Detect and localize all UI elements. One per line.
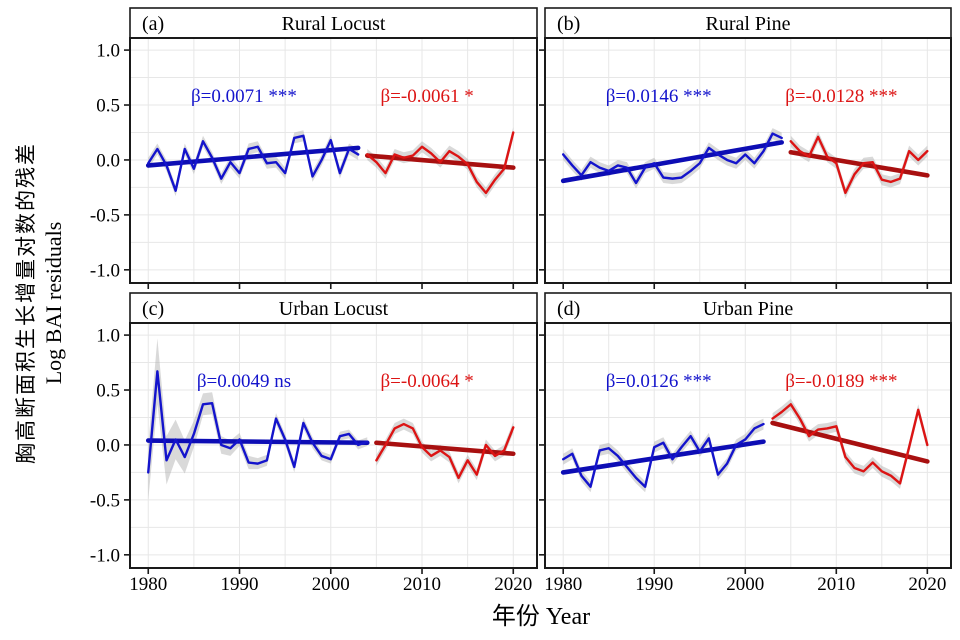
axis-ticks	[124, 334, 515, 574]
y-tick-label: -1.0	[90, 260, 120, 281]
panel-header: (a) Rural Locust	[129, 7, 538, 39]
panel-header-box	[129, 7, 538, 39]
x-tick-label: 2020	[908, 574, 946, 595]
axis-ticks	[539, 49, 929, 289]
trend-line	[788, 149, 930, 178]
beta-label: β=-0.0189 ***	[785, 371, 897, 392]
panel-title: Urban Pine	[703, 298, 794, 320]
axis-ticks	[124, 49, 515, 289]
panel-title: Rural Locust	[282, 13, 386, 35]
y-tick-label: 0.0	[96, 150, 120, 171]
trend-line	[770, 420, 930, 464]
y-tick-label: 1.0	[96, 326, 120, 347]
y-tick-label: 0.5	[96, 381, 120, 402]
x-tick-label: 2010	[817, 574, 855, 595]
y-tick-label: -0.5	[90, 205, 120, 226]
panel-c: (c) Urban Locust β=0.0049 ns β=-0.0064 *	[124, 292, 538, 574]
observed-line	[147, 370, 369, 474]
beta-label: β=-0.0128 ***	[785, 86, 897, 107]
beta-label: β=0.0146 ***	[606, 86, 712, 107]
x-tick-label: 1980	[129, 574, 167, 595]
y-tick-label: 0.0	[96, 435, 120, 456]
panel-header: (d) Urban Pine	[544, 292, 952, 324]
grid	[130, 323, 537, 568]
observed-line	[375, 422, 515, 480]
observed-line	[562, 422, 765, 488]
trend-line	[560, 140, 784, 184]
x-tick-label: 1980	[544, 574, 582, 595]
panel-header-box	[129, 292, 538, 324]
panel-header-box	[544, 7, 952, 39]
x-tick-label: 2000	[312, 574, 350, 595]
y-tick-label: 0.5	[96, 96, 120, 117]
confidence-band	[563, 128, 782, 189]
observed-line	[789, 135, 929, 195]
y-tick-label: -0.5	[90, 490, 120, 511]
x-axis-title: 年份 Year	[491, 604, 591, 630]
observed-line	[366, 131, 515, 195]
trend-line	[145, 438, 370, 446]
panel-header: (b) Rural Pine	[544, 7, 952, 39]
y-axis-title-chinese: 胸高断面积生长增量对数的残差	[14, 142, 38, 464]
grid	[545, 38, 951, 283]
observed-line	[147, 134, 360, 192]
trend-line	[145, 145, 361, 168]
axis-ticks	[539, 334, 929, 574]
x-tick-label: 2000	[726, 574, 764, 595]
panel-a: (a) Rural Locust β=0.0071 *** β=-0.0061 *	[124, 7, 538, 289]
x-tick-label: 1990	[221, 574, 259, 595]
beta-label: β=0.0126 ***	[606, 371, 712, 392]
beta-label: β=-0.0064 *	[381, 371, 474, 392]
y-axis-title: 胸高断面积生长增量对数的残差 Log BAI residuals	[13, 142, 67, 464]
panel-d: (d) Urban Pine β=0.0126 *** β=-0.0189 ***	[539, 292, 952, 574]
panel-tag: (b)	[557, 13, 580, 35]
x-tick-label: 2020	[494, 574, 532, 595]
x-tick-label: 1990	[635, 574, 673, 595]
y-tick-label: -1.0	[90, 545, 120, 566]
x-tick-label: 2010	[403, 574, 441, 595]
y-tick-label: 1.0	[96, 41, 120, 62]
panel-title: Urban Locust	[279, 298, 389, 320]
panel-title: Rural Pine	[706, 13, 791, 35]
beta-label: β=0.0049 ns	[197, 371, 291, 392]
panel-tag: (d)	[557, 298, 580, 320]
confidence-band	[148, 338, 368, 500]
beta-label: β=0.0071 ***	[191, 86, 297, 107]
panel-header: (c) Urban Locust	[129, 292, 538, 324]
beta-label: β=-0.0061 *	[381, 86, 474, 107]
observed-line	[562, 132, 783, 185]
y-axis-title-english: Log BAI residuals	[41, 221, 66, 385]
observed-line	[771, 403, 929, 485]
panel-b: (b) Rural Pine β=0.0146 *** β=-0.0128 ***	[539, 7, 952, 289]
panel-tag: (a)	[142, 13, 164, 35]
panel-tag: (c)	[142, 298, 164, 320]
